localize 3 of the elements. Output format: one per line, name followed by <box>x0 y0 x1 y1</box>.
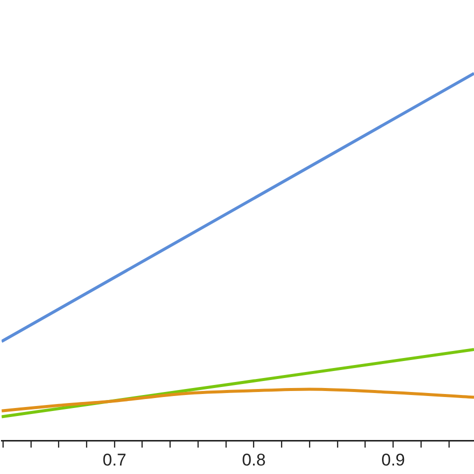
x-tick-label: 0.9 <box>381 450 405 470</box>
x-tick-label: 0.7 <box>102 450 126 470</box>
x-tick-label: 0.8 <box>242 450 266 470</box>
